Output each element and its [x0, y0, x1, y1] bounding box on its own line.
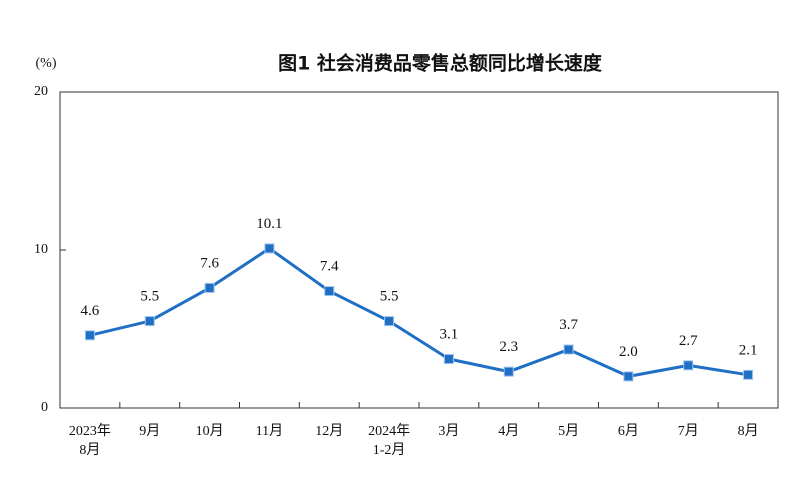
data-label: 5.5	[140, 289, 159, 305]
marker	[623, 371, 634, 382]
data-label: 10.1	[256, 216, 282, 232]
data-label: 3.7	[559, 317, 578, 333]
marker	[683, 360, 694, 371]
marker	[503, 366, 514, 377]
marker	[563, 344, 574, 355]
line	[89, 246, 749, 378]
data-label: 2.3	[499, 339, 518, 355]
marker	[324, 286, 335, 297]
x-tick-label: 4月	[498, 423, 519, 439]
x-tick-label: 9月	[139, 423, 160, 439]
data-label: 2.0	[619, 344, 638, 360]
marker	[204, 282, 215, 293]
x-tick-label: 11月	[256, 423, 283, 439]
x-tick-label: 6月	[618, 423, 639, 439]
data-label: 5.5	[380, 289, 399, 305]
x-tick-label: 3月	[438, 423, 459, 439]
y-axis-label: (%)	[36, 56, 57, 71]
y-tick-label: 0	[41, 400, 48, 415]
x-tick-label: 12月	[315, 423, 343, 439]
marker	[743, 369, 754, 380]
x-tick-label: 2024年 1-2月	[368, 423, 410, 458]
x-tick-label: 10月	[196, 423, 224, 439]
x-tick-label: 2023年 8月	[69, 423, 111, 458]
data-label: 4.6	[81, 303, 100, 319]
marker	[384, 316, 395, 327]
marker	[84, 330, 95, 341]
marker	[264, 243, 275, 254]
data-label: 2.7	[679, 333, 698, 349]
marker	[443, 354, 454, 365]
plot-frame	[59, 91, 779, 409]
data-label: 7.4	[320, 259, 339, 275]
y-tick-label: 10	[34, 242, 48, 257]
y-tick-label: 20	[34, 84, 48, 99]
x-tick-label: 7月	[678, 423, 699, 439]
chart-title: 图1 社会消费品零售总额同比增长速度	[278, 52, 603, 75]
data-label: 7.6	[200, 255, 219, 271]
x-tick-label: 8月	[738, 423, 759, 439]
x-tick-label: 5月	[558, 423, 579, 439]
data-label: 3.1	[440, 326, 459, 342]
data-label: 2.1	[739, 342, 758, 358]
marker	[144, 316, 155, 327]
